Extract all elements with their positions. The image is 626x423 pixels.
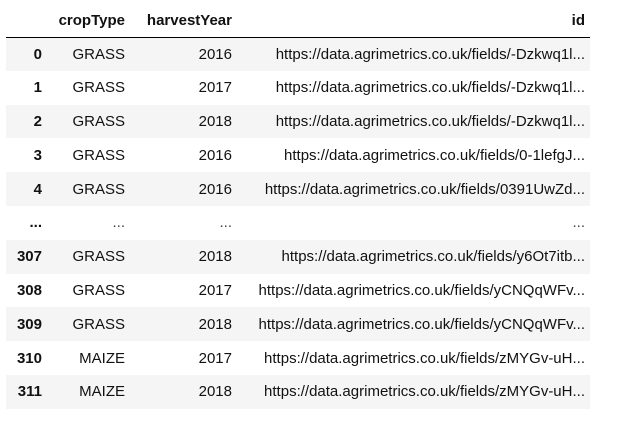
row-index: 0	[33, 45, 42, 63]
cell-harvestyear: 2017	[198, 349, 232, 367]
cell-harvestyear: 2016	[198, 180, 232, 198]
cell-harvestyear: 2016	[198, 146, 232, 164]
cell-croptype: GRASS	[72, 180, 125, 198]
index-header	[6, 4, 44, 38]
cell-id: https://data.agrimetrics.co.uk/fields/y6…	[281, 248, 585, 266]
cell-croptype: MAIZE	[79, 349, 125, 367]
row-index: 310	[16, 349, 42, 367]
dataframe-table: cropType harvestYear id 0 GRASS 2016 https:…	[6, 4, 590, 409]
row-index: 311	[17, 383, 42, 401]
row-index: 308	[16, 281, 42, 299]
cell-harvestyear: 2017	[198, 281, 232, 299]
table-row: 1 GRASS 2017 https://data.agrimetrics.co.uk…	[6, 70, 590, 105]
row-index: 1	[33, 79, 42, 97]
row-index: 307	[16, 248, 42, 266]
cell-id: https://data.agrimetrics.co.uk/fields/0-…	[284, 146, 585, 164]
table-body: 0 GRASS 2016 https://data.agrimetrics.co.uk…	[6, 37, 590, 409]
cell-harvestyear: 2017	[198, 79, 232, 97]
table-row: 309 GRASS 2018 https://data.agrimetrics.co.…	[6, 307, 590, 342]
cell-croptype: GRASS	[72, 45, 125, 63]
row-index: 2	[33, 112, 42, 130]
cell-id: ...	[572, 214, 585, 232]
table-row: 4 GRASS 2016 https://data.agrimetrics.co.uk…	[6, 172, 590, 206]
table-row: 307 GRASS 2018 https://data.agrimetrics.co.…	[6, 239, 590, 274]
cell-id: https://data.agrimetrics.co.uk/fields/zM…	[264, 349, 585, 367]
cell-id: https://data.agrimetrics.co.uk/fields/yC…	[258, 281, 585, 299]
row-index: 4	[33, 180, 42, 198]
cell-croptype: GRASS	[72, 79, 125, 97]
cell-id: https://data.agrimetrics.co.uk/fields/03…	[264, 180, 585, 198]
cell-croptype: ...	[112, 214, 125, 232]
cell-id: https://data.agrimetrics.co.uk/fields/-D…	[275, 45, 585, 63]
header-row: cropType harvestYear id	[6, 4, 590, 38]
table-row: 2 GRASS 2018 https://data.agrimetrics.co.uk…	[6, 104, 590, 139]
cell-croptype: GRASS	[72, 315, 125, 333]
cell-croptype: MAIZE	[79, 383, 125, 401]
column-header-croptype: cropType	[44, 4, 127, 38]
cell-croptype: GRASS	[72, 281, 125, 299]
cell-harvestyear: 2018	[198, 383, 232, 401]
column-header-harvestyear: harvestYear	[127, 4, 234, 38]
cell-croptype: GRASS	[72, 146, 125, 164]
cell-id: https://data.agrimetrics.co.uk/fields/yC…	[258, 315, 585, 333]
table-row: 308 GRASS 2017 https://data.agrimetrics.co.…	[6, 273, 590, 308]
cell-harvestyear: 2018	[198, 112, 232, 130]
cell-croptype: GRASS	[72, 112, 125, 130]
cell-croptype: GRASS	[72, 248, 125, 266]
cell-harvestyear: ...	[219, 214, 232, 232]
cell-id: https://data.agrimetrics.co.uk/fields/-D…	[275, 112, 585, 130]
table-row: 311 MAIZE 2018 https://data.agrimetrics.co.…	[6, 374, 590, 409]
cell-harvestyear: 2016	[198, 45, 232, 63]
row-index: 309	[16, 315, 42, 333]
cell-id: https://data.agrimetrics.co.uk/fields/-D…	[275, 79, 585, 97]
table-row: 0 GRASS 2016 https://data.agrimetrics.co.uk…	[6, 37, 590, 71]
table-row: ............	[6, 205, 590, 240]
row-index: 3	[33, 146, 42, 164]
cell-id: https://data.agrimetrics.co.uk/fields/zM…	[264, 383, 585, 401]
cell-harvestyear: 2018	[198, 315, 232, 333]
table-row: 310 MAIZE 2017 https://data.agrimetrics.co.…	[6, 341, 590, 375]
table-row: 3 GRASS 2016 https://data.agrimetrics.co.uk…	[6, 138, 590, 173]
column-header-id: id	[234, 4, 590, 38]
cell-harvestyear: 2018	[198, 248, 232, 266]
row-index: ...	[29, 214, 42, 232]
